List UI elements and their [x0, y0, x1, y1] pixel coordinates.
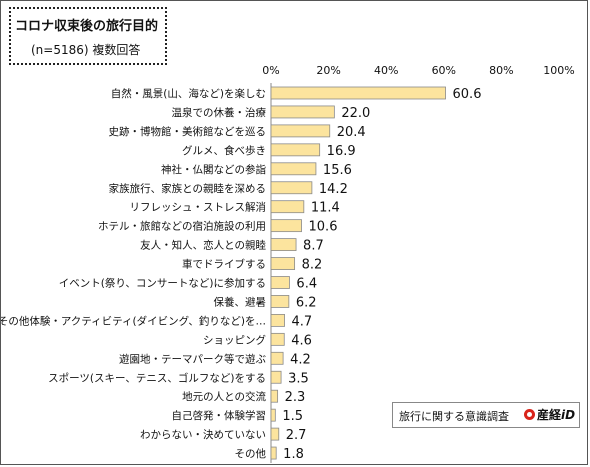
category-label: 温泉での休養・治療	[172, 106, 267, 119]
category-label: 地元の人との交流	[182, 390, 266, 403]
value-label: 16.9	[327, 144, 356, 159]
x-tick-label: 100%	[543, 64, 574, 77]
bar	[270, 389, 279, 403]
value-label: 4.2	[290, 352, 311, 367]
value-label: 22.0	[341, 106, 370, 121]
bar	[270, 313, 285, 327]
title-box: コロナ収束後の旅行目的 (n=5186) 複数回答	[9, 7, 167, 65]
x-tick-label: 60%	[432, 64, 456, 77]
category-label: イベント(祭り、コンサートなど)に参加する	[59, 277, 266, 290]
value-label: 4.7	[292, 314, 313, 329]
category-label: 自然・風景(山、海など)を楽しむ	[111, 87, 266, 100]
value-label: 20.4	[337, 125, 366, 140]
category-label: わからない・決めていない	[140, 429, 266, 441]
x-tick-label: 80%	[489, 64, 513, 77]
category-label: 遊園地・テーマパーク等で遊ぶ	[119, 352, 266, 365]
chart-subtitle: (n=5186) 複数回答	[31, 43, 141, 57]
category-label: その他体験・アクティビティ(ダイビング、釣りなど)を…	[1, 314, 266, 327]
bar	[270, 219, 302, 233]
brand-name: 産経	[537, 408, 562, 422]
value-label: 11.4	[311, 201, 340, 216]
bar	[270, 86, 446, 100]
category-label: 史跡・博物館・美術館などを巡る	[109, 125, 267, 138]
category-label: ショッピング	[203, 333, 266, 346]
bar	[270, 427, 280, 441]
value-label: 6.4	[296, 277, 317, 292]
x-tick-label: 40%	[374, 64, 398, 77]
bar	[270, 200, 305, 214]
category-label: 神社・仏閣などの参詣	[161, 163, 266, 176]
category-label: 自己啓発・体験学習	[172, 409, 267, 422]
chart-title: コロナ収束後の旅行目的	[15, 19, 159, 34]
bar	[270, 238, 297, 252]
value-label: 6.2	[296, 295, 317, 310]
value-label: 1.5	[282, 409, 303, 424]
category-label: グルメ、食べ歩き	[182, 144, 266, 157]
value-label: 2.7	[286, 428, 307, 443]
bar	[270, 257, 296, 270]
bar	[270, 295, 290, 308]
category-label: 友人・知人、恋人との親睦	[140, 239, 266, 252]
bar	[270, 162, 317, 176]
category-label: スポーツ(スキー、テニス、ゴルフなど)をする	[48, 371, 266, 384]
category-label: リフレッシュ・ストレス解消	[130, 201, 267, 214]
x-tick-label: 20%	[316, 64, 340, 77]
brand-suffix: iD	[561, 408, 576, 422]
bar	[270, 105, 335, 119]
value-label: 4.6	[291, 333, 312, 348]
category-label: 車でドライブする	[182, 258, 266, 271]
category-label: ホテル・旅館などの宿泊施設の利用	[98, 220, 266, 233]
value-label: 8.2	[302, 258, 323, 273]
bar	[270, 276, 290, 289]
source-footer: 旅行に関する意識調査 産経iD	[392, 402, 580, 428]
brand-icon	[524, 409, 535, 420]
source-label: 旅行に関する意識調査	[399, 410, 509, 423]
bar	[270, 446, 277, 460]
bar	[270, 408, 276, 422]
brand-logo: 産経iD	[524, 406, 575, 423]
bar	[270, 332, 285, 346]
value-label: 1.8	[283, 447, 304, 462]
bar	[270, 370, 282, 384]
value-label: 14.2	[319, 182, 348, 197]
value-label: 3.5	[288, 371, 309, 386]
bar	[270, 181, 313, 195]
bar	[270, 124, 331, 138]
category-label: その他	[235, 447, 267, 460]
value-label: 10.6	[309, 220, 338, 235]
x-tick-label: 0%	[262, 64, 279, 77]
value-label: 8.7	[303, 239, 324, 254]
value-label: 15.6	[323, 163, 352, 178]
bar	[270, 351, 284, 365]
bar	[270, 143, 321, 157]
category-label: 家族旅行、家族との親睦を深める	[109, 182, 266, 195]
value-label: 60.6	[453, 87, 482, 102]
value-label: 2.3	[285, 390, 306, 405]
category-label: 保養、避暑	[214, 295, 267, 308]
